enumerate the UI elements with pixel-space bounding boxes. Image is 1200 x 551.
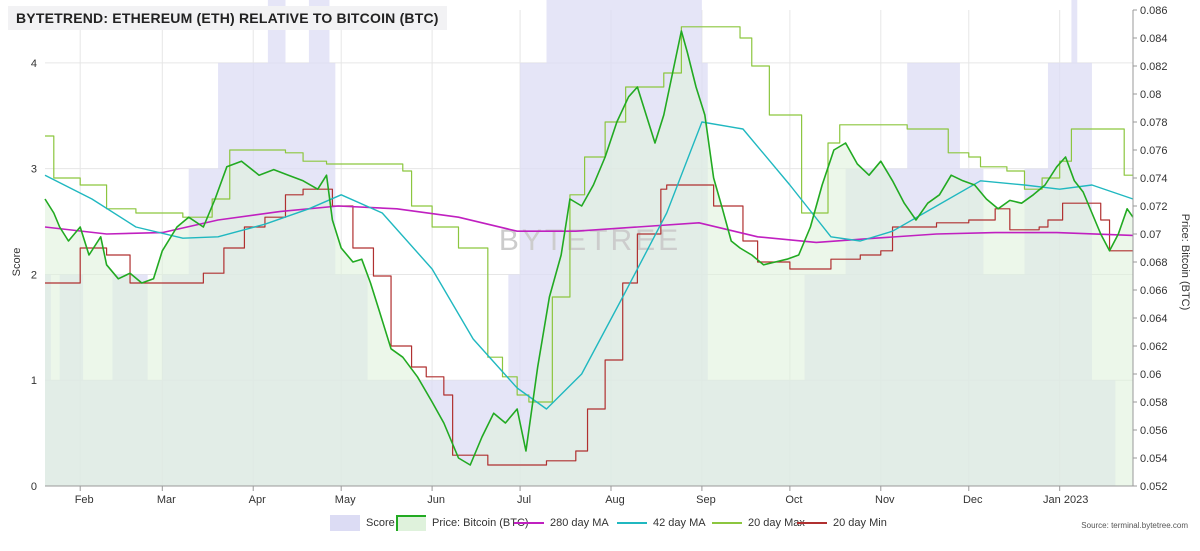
y-right-tick-label: 0.074 (1140, 173, 1168, 185)
x-tick-label: Feb (75, 494, 94, 506)
y-right-tick-label: 0.068 (1140, 257, 1168, 269)
y-right-tick-label: 0.07 (1140, 229, 1161, 241)
legend-swatch (617, 515, 647, 531)
price-line (44, 30, 1134, 466)
y-left-tick-label: 1 (31, 375, 37, 387)
legend-swatch (797, 515, 827, 531)
legend-swatch (712, 515, 742, 531)
ma42-line (44, 121, 1134, 410)
x-tick-label: Aug (605, 494, 625, 506)
legend-label: Price: Bitcoin (BTC) (432, 517, 529, 529)
legend: Score Price: Bitcoin (BTC) 280 day MA 42 da… (0, 515, 1200, 539)
chart-title: BYTETREND: ETHEREUM (ETH) RELATIVE TO BI… (8, 6, 447, 30)
legend-item-ma42[interactable]: 42 day MA (617, 515, 706, 531)
max20-line (45, 26, 1133, 403)
legend-label: Score (366, 517, 395, 529)
legend-label: 280 day MA (550, 517, 609, 529)
x-tick-label: Dec (963, 494, 983, 506)
y-right-tick-label: 0.082 (1140, 61, 1168, 73)
y-axis-right-title: Price: Bitcoin (BTC) (1179, 214, 1191, 311)
legend-label: 20 day Max (748, 517, 805, 529)
x-tick-label: Sep (696, 494, 716, 506)
legend-label: 20 day Min (833, 517, 887, 529)
y-axis-left-title: Score (11, 248, 23, 277)
source-note: Source: terminal.bytetree.com (1081, 521, 1188, 530)
y-right-tick-label: 0.076 (1140, 145, 1168, 157)
x-tick-label: May (335, 494, 356, 506)
y-right-tick-label: 0.054 (1140, 453, 1168, 465)
y-right-tick-label: 0.062 (1140, 341, 1168, 353)
min20-line (45, 184, 1133, 466)
y-right-tick-label: 0.06 (1140, 369, 1161, 381)
y-left-tick-label: 0 (31, 481, 37, 493)
y-left-tick-label: 4 (31, 58, 37, 70)
legend-swatch (330, 515, 360, 531)
y-right-tick-label: 0.072 (1140, 201, 1168, 213)
axes: Feb Mar Apr May Jun Jul Aug Sep Oct Nov Dec Jan 202… (31, 5, 1168, 506)
legend-label: 42 day MA (653, 517, 706, 529)
legend-swatch (514, 515, 544, 531)
legend-item-max20[interactable]: 20 day Max (712, 515, 805, 531)
y-right-tick-label: 0.08 (1140, 89, 1161, 101)
x-tick-label: Mar (157, 494, 176, 506)
watermark: BYTETREE (499, 224, 681, 257)
legend-item-min20[interactable]: 20 day Min (797, 515, 887, 531)
y-right-tick-label: 0.084 (1140, 33, 1168, 45)
y-right-tick-label: 0.058 (1140, 397, 1168, 409)
y-right-tick-label: 0.052 (1140, 481, 1168, 493)
x-tick-label: Jun (427, 494, 445, 506)
y-left-tick-label: 2 (31, 269, 37, 281)
legend-swatch (396, 515, 426, 531)
x-tick-label: Oct (785, 494, 802, 506)
y-right-tick-label: 0.056 (1140, 425, 1168, 437)
y-right-tick-label: 0.066 (1140, 285, 1168, 297)
x-tick-label: Jan 2023 (1043, 494, 1088, 506)
legend-item-score[interactable]: Score (330, 515, 395, 531)
price-area-fill (45, 31, 1133, 486)
ma280-line (44, 205, 1134, 244)
y-right-tick-label: 0.078 (1140, 117, 1168, 129)
y-left-tick-label: 3 (31, 164, 37, 176)
price-area (45, 31, 1133, 486)
x-tick-label: Apr (249, 494, 266, 506)
series-lines (44, 26, 1134, 466)
legend-item-price[interactable]: Price: Bitcoin (BTC) (396, 515, 529, 531)
y-right-tick-label: 0.064 (1140, 313, 1168, 325)
y-right-tick-label: 0.086 (1140, 5, 1168, 17)
legend-item-ma280[interactable]: 280 day MA (514, 515, 609, 531)
x-tick-label: Jul (517, 494, 531, 506)
x-tick-label: Nov (875, 494, 895, 506)
